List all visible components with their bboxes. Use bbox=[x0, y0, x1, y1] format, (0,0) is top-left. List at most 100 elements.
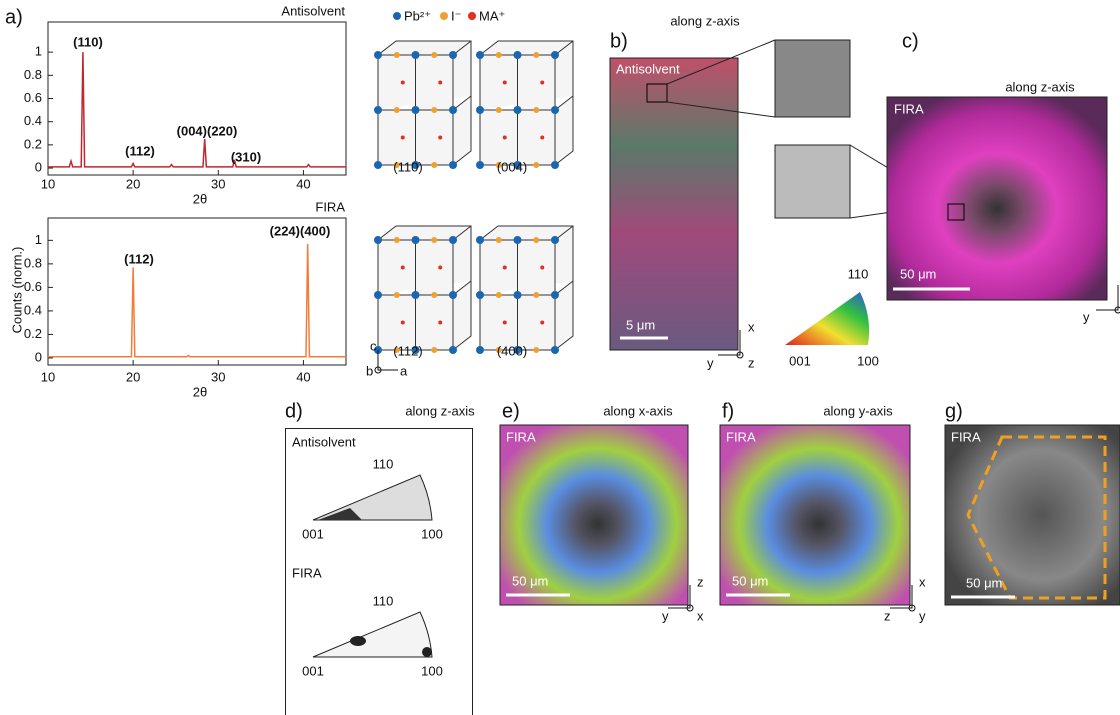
plot-frame bbox=[47, 217, 347, 366]
atom-pb bbox=[551, 236, 559, 244]
atom-i bbox=[393, 292, 400, 298]
pole-label: 110 bbox=[373, 593, 394, 608]
atom-pb bbox=[476, 51, 484, 59]
xrd-line bbox=[48, 52, 346, 168]
axis-label: y bbox=[1083, 309, 1090, 324]
y-tick-label: 0 bbox=[35, 349, 42, 364]
y-tick-label: 0.4 bbox=[24, 302, 42, 317]
atom-i bbox=[495, 292, 502, 298]
plane-label: (400) bbox=[497, 343, 527, 358]
axis-glyph bbox=[668, 585, 694, 612]
atom-i bbox=[533, 237, 540, 243]
atom-ma bbox=[438, 320, 443, 325]
peak-label: (110) bbox=[73, 34, 103, 49]
atom-ma bbox=[540, 265, 545, 270]
atom-pb bbox=[551, 106, 559, 114]
pattern-inset bbox=[774, 144, 851, 219]
key-label: 100 bbox=[857, 353, 879, 368]
axis-label: x bbox=[697, 608, 704, 623]
y-tick-label: 0.6 bbox=[24, 90, 42, 105]
atom-pb bbox=[513, 106, 522, 114]
pole-density bbox=[422, 647, 432, 657]
direction: along y-axis bbox=[823, 403, 893, 418]
y-tick-label: 0.8 bbox=[24, 67, 42, 82]
x-tick-label: 20 bbox=[126, 176, 140, 191]
atom-pb bbox=[513, 161, 522, 169]
atom-pb bbox=[374, 291, 382, 299]
atom-pb bbox=[449, 291, 457, 299]
atom-pb bbox=[551, 161, 559, 169]
direction: along x-axis bbox=[603, 403, 673, 418]
legend-text: Pb²⁺ bbox=[404, 8, 431, 23]
atom-pb bbox=[551, 51, 559, 59]
atom-i bbox=[393, 52, 400, 58]
legend-text: MA⁺ bbox=[479, 8, 505, 23]
peak-label: (310) bbox=[231, 149, 261, 164]
atom-i bbox=[431, 292, 438, 298]
axis-label: a bbox=[400, 363, 408, 378]
x-tick-label: 10 bbox=[41, 369, 55, 384]
sample-name: FIRA bbox=[292, 565, 322, 580]
atom-ma bbox=[502, 320, 507, 325]
direction: along z-axis bbox=[405, 403, 475, 418]
x-axis-label: 2θ bbox=[193, 384, 207, 399]
atom-pb bbox=[476, 161, 484, 169]
x-axis-label: 2θ bbox=[193, 191, 207, 206]
ebsd-map bbox=[499, 424, 689, 606]
peak-label: (112) bbox=[125, 143, 155, 158]
sample-name: Antisolvent bbox=[292, 434, 356, 449]
axis-label: z bbox=[697, 574, 704, 589]
atom-ma bbox=[438, 135, 443, 140]
atom-ma bbox=[502, 80, 507, 85]
y-tick-label: 0.2 bbox=[24, 136, 42, 151]
atom-pb bbox=[449, 346, 457, 354]
atom-pb bbox=[449, 106, 457, 114]
x-tick-label: 40 bbox=[296, 369, 310, 384]
inset-marker bbox=[947, 203, 965, 221]
axis-label: z bbox=[884, 608, 891, 623]
panel-label: d) bbox=[285, 400, 303, 422]
scale-label: 50 μm bbox=[732, 573, 768, 588]
atom-ma bbox=[540, 80, 545, 85]
y-tick-label: 0.6 bbox=[24, 279, 42, 294]
atom-i bbox=[393, 237, 400, 243]
atom-ma bbox=[400, 320, 405, 325]
pole-figure bbox=[312, 611, 433, 658]
axis-label: x bbox=[919, 574, 926, 589]
atom-pb bbox=[374, 161, 382, 169]
pole-frame bbox=[285, 428, 473, 715]
atom-ma bbox=[540, 135, 545, 140]
pole-label: 001 bbox=[302, 663, 324, 678]
sem-image bbox=[944, 424, 1120, 606]
atom-i bbox=[495, 107, 502, 113]
panel-label: f) bbox=[722, 400, 734, 422]
subtitle: FIRA bbox=[315, 199, 345, 214]
crystal-legend: Pb²⁺ I⁻ MA⁺ bbox=[393, 8, 505, 23]
atom-pb bbox=[476, 346, 484, 354]
pole-density bbox=[350, 636, 366, 646]
atom-pb bbox=[411, 161, 420, 169]
atom-i bbox=[533, 347, 540, 353]
atom-ma bbox=[400, 265, 405, 270]
axis-glyph bbox=[374, 350, 398, 374]
peak-label: (004)(220) bbox=[177, 123, 238, 138]
inset-marker bbox=[646, 83, 668, 103]
axis-glyph bbox=[1096, 285, 1120, 314]
peak-label: (224)(400) bbox=[270, 223, 331, 238]
scale-label: 50 μm bbox=[966, 575, 1002, 590]
atom-i bbox=[495, 347, 502, 353]
x-tick-label: 30 bbox=[211, 176, 225, 191]
atom-pb bbox=[411, 291, 420, 299]
legend-text: I⁻ bbox=[451, 8, 461, 23]
pole-label: 110 bbox=[373, 456, 394, 471]
atom-ma bbox=[400, 80, 405, 85]
atom-pb bbox=[513, 346, 522, 354]
scale-label: 50 μm bbox=[512, 573, 548, 588]
y-tick-label: 0 bbox=[35, 159, 42, 174]
atom-ma bbox=[400, 135, 405, 140]
atom-pb bbox=[411, 51, 420, 59]
atom-i bbox=[533, 107, 540, 113]
atom-pb bbox=[449, 51, 457, 59]
atom-i bbox=[431, 107, 438, 113]
atom-pb bbox=[411, 106, 420, 114]
